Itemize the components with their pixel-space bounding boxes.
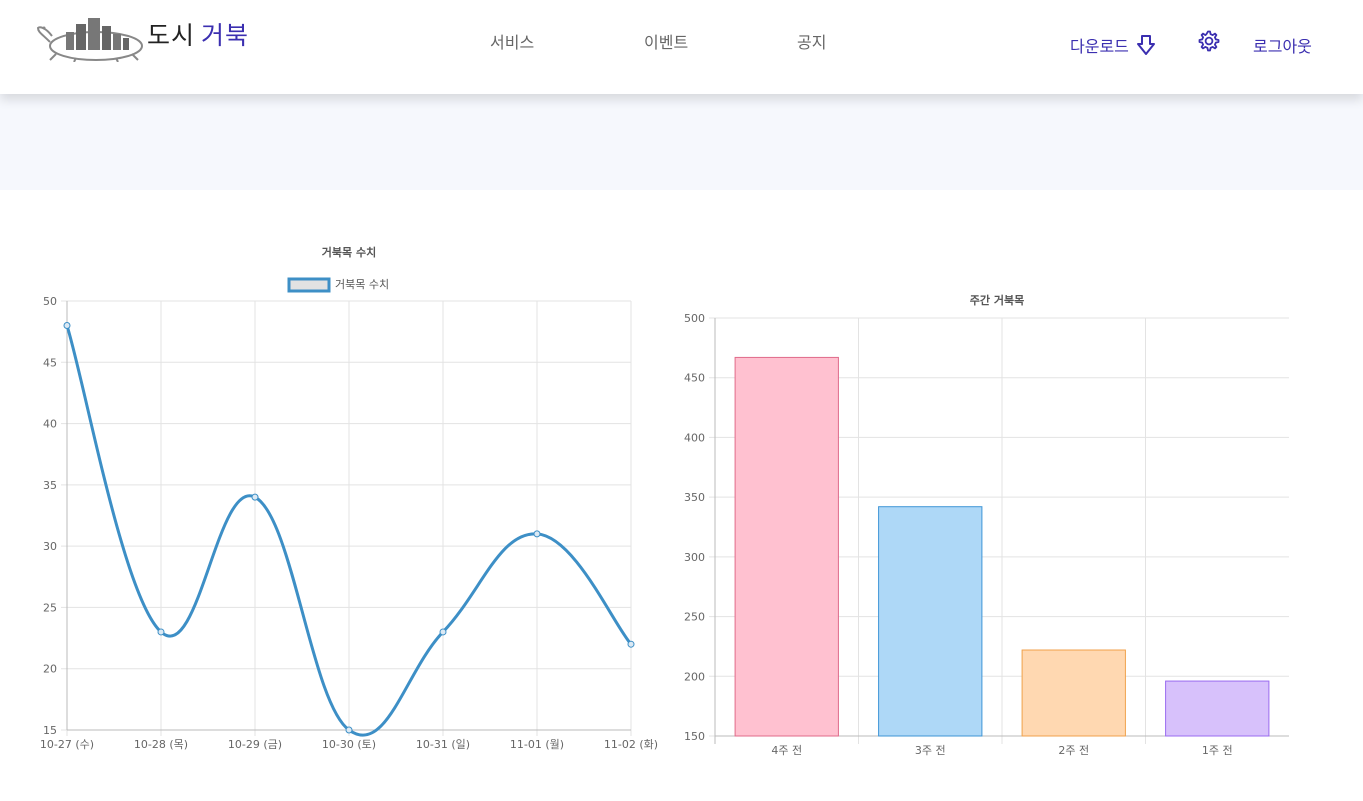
bar[interactable] (734, 356, 839, 737)
y-tick-label: 20 (43, 663, 57, 676)
line-point[interactable] (439, 628, 447, 636)
y-tick-label: 25 (43, 601, 57, 614)
y-tick-label: 40 (43, 418, 57, 431)
bar[interactable] (1021, 649, 1126, 737)
line-point[interactable] (533, 530, 541, 538)
y-tick-label: 15 (43, 724, 57, 737)
line-point[interactable] (251, 493, 259, 501)
line-chart-title: 거북목 수치 (322, 245, 376, 259)
download-button[interactable]: 다운로드 (1070, 33, 1155, 57)
brand-part2: 거북 (201, 21, 250, 50)
x-tick-label: 2주 전 (1058, 744, 1089, 757)
gear-icon[interactable] (1197, 29, 1221, 53)
bar[interactable] (1165, 680, 1270, 737)
y-tick-label: 45 (43, 356, 57, 369)
arrow-down-icon (1136, 35, 1155, 55)
turtle-city-logo[interactable] (36, 12, 144, 62)
line-point[interactable] (627, 640, 635, 648)
y-tick-label: 450 (684, 372, 705, 385)
bar[interactable] (878, 506, 983, 737)
nav-item-notice[interactable]: 공지 (797, 33, 827, 52)
line-legend-swatch[interactable] (287, 277, 331, 293)
logout-button[interactable]: 로그아웃 (1253, 37, 1312, 56)
y-tick-label: 50 (43, 295, 57, 308)
x-tick-label: 1주 전 (1202, 744, 1233, 757)
x-tick-label: 10-31 (일) (416, 737, 470, 751)
x-tick-label: 3주 전 (915, 744, 946, 757)
y-tick-label: 300 (684, 551, 705, 564)
y-tick-label: 500 (684, 312, 705, 325)
bar-chart-title: 주간 거북목 (970, 293, 1024, 307)
y-tick-label: 150 (684, 730, 705, 743)
line-legend-label[interactable]: 거북목 수치 (335, 278, 389, 291)
y-tick-label: 250 (684, 611, 705, 624)
line-point[interactable] (63, 322, 71, 330)
x-tick-label: 10-28 (목) (134, 738, 188, 751)
x-tick-label: 4주 전 (771, 744, 802, 757)
y-tick-label: 400 (684, 431, 705, 444)
line-series (65, 325, 633, 737)
brand-title[interactable]: 도시 거북 (147, 16, 249, 52)
x-tick-label: 11-01 (월) (510, 738, 564, 751)
nav-item-services[interactable]: 서비스 (490, 33, 535, 52)
brand-part1: 도시 (147, 21, 196, 50)
nav-item-events[interactable]: 이벤트 (644, 33, 689, 52)
download-label: 다운로드 (1070, 37, 1129, 56)
y-tick-label: 30 (43, 540, 57, 553)
y-tick-label: 200 (684, 670, 705, 683)
header: 도시 거북 서비스 이벤트 공지 다운로드 로그아웃 (0, 0, 1363, 94)
x-tick-label: 10-30 (토) (322, 738, 376, 751)
line-point[interactable] (157, 628, 165, 636)
bar-chart: 주간 거북목 500 450 400 350 300 250 200 150 4주 전 3주 전… (684, 293, 1289, 757)
line-point[interactable] (345, 726, 353, 734)
x-tick-label: 10-27 (수) (40, 738, 94, 751)
x-tick-label: 11-02 (화) (604, 738, 658, 751)
x-tick-label: 10-29 (금) (228, 738, 282, 751)
y-tick-label: 350 (684, 491, 705, 504)
hero-band (0, 94, 1363, 190)
line-chart: 거북목 수치 거북목 수치 50 45 40 35 30 25 20 15 10-27 (수)… (40, 245, 658, 751)
y-tick-label: 35 (43, 479, 57, 492)
